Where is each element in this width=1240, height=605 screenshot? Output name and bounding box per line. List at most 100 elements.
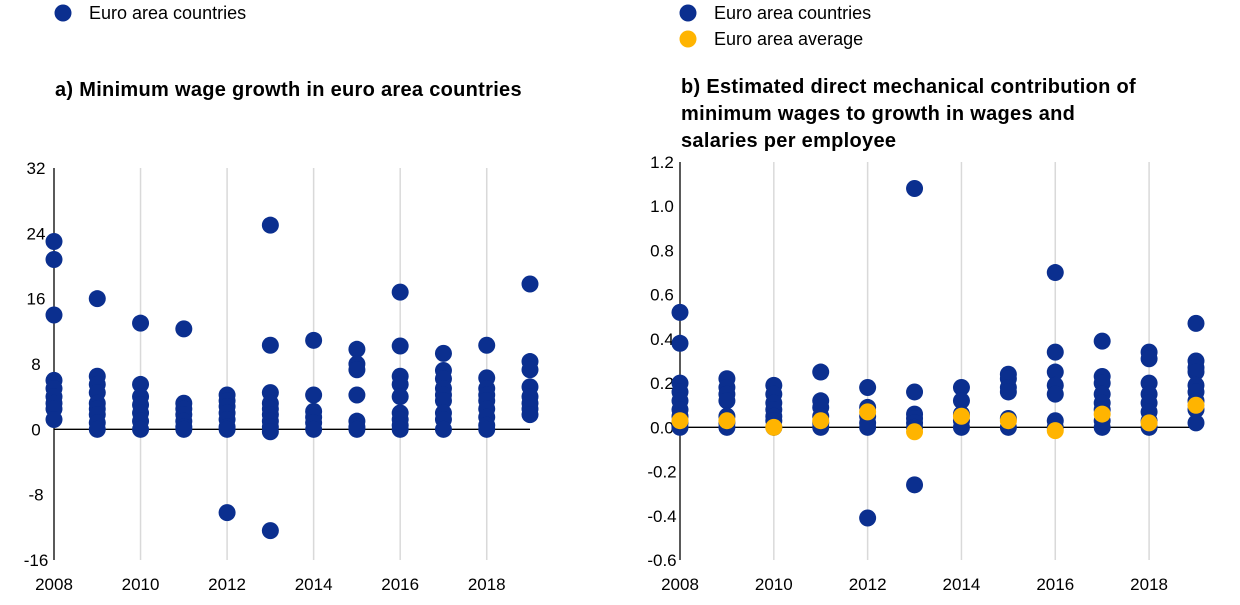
data-point-countries bbox=[859, 379, 877, 397]
data-point-countries bbox=[305, 331, 323, 349]
data-point-countries bbox=[261, 423, 279, 441]
data-point-countries bbox=[521, 361, 539, 379]
chart-title-line-1: b) Estimated direct mechanical contribut… bbox=[681, 76, 1136, 98]
data-point-average bbox=[1093, 405, 1111, 423]
data-point-countries bbox=[1140, 350, 1158, 368]
y-tick-label: 32 bbox=[27, 159, 46, 178]
data-point-countries bbox=[671, 334, 689, 352]
data-point-countries bbox=[999, 383, 1017, 401]
data-point-countries bbox=[812, 363, 830, 381]
legend-marker-average bbox=[679, 30, 697, 48]
data-point-countries bbox=[45, 306, 63, 324]
data-point-countries bbox=[348, 361, 366, 379]
y-tick-label: 0.6 bbox=[650, 286, 674, 305]
data-point-countries bbox=[261, 522, 279, 540]
y-tick-label: -8 bbox=[28, 486, 43, 505]
data-point-countries bbox=[859, 418, 877, 436]
data-point-countries bbox=[132, 314, 150, 332]
y-tick-label: 0.4 bbox=[650, 330, 674, 349]
x-tick-label: 2012 bbox=[208, 575, 246, 594]
legend-label-countries: Euro area countries bbox=[89, 3, 246, 23]
panel-a: Euro area countries a) Minimum wage growt… bbox=[24, 3, 539, 594]
x-tick-label: 2014 bbox=[295, 575, 333, 594]
data-point-countries bbox=[952, 392, 970, 410]
data-point-countries bbox=[391, 388, 409, 406]
data-point-countries bbox=[952, 379, 970, 397]
legend-label-average: Euro area average bbox=[714, 29, 863, 49]
data-point-average bbox=[765, 418, 783, 436]
data-point-countries bbox=[261, 336, 279, 354]
legend-marker-countries bbox=[54, 4, 72, 22]
y-tick-label: 0 bbox=[31, 420, 40, 439]
y-tick-label: 1.2 bbox=[650, 153, 674, 172]
data-point-countries bbox=[348, 420, 366, 438]
data-point-countries bbox=[218, 504, 236, 522]
data-point-average bbox=[999, 412, 1017, 430]
data-point-countries bbox=[718, 392, 736, 410]
y-tick-label: -0.6 bbox=[647, 551, 676, 570]
data-point-countries bbox=[434, 344, 452, 362]
y-tick-label: 16 bbox=[27, 290, 46, 309]
chart-title-line-1: a) Minimum wage growth in euro area coun… bbox=[55, 79, 522, 101]
y-tick-label: 0.2 bbox=[650, 374, 674, 393]
data-point-average bbox=[1046, 422, 1064, 440]
chart-title-line-3: salaries per employee bbox=[681, 130, 896, 152]
data-point-countries bbox=[1187, 314, 1205, 332]
data-point-countries bbox=[348, 340, 366, 358]
data-point-countries bbox=[348, 386, 366, 404]
data-point-countries bbox=[175, 320, 193, 338]
data-point-countries bbox=[391, 337, 409, 355]
data-point-countries bbox=[218, 420, 236, 438]
data-point-countries bbox=[1187, 363, 1205, 381]
x-tick-label: 2008 bbox=[661, 575, 699, 594]
data-point-countries bbox=[88, 290, 106, 308]
y-tick-label: -0.2 bbox=[647, 463, 676, 482]
data-point-countries bbox=[1046, 363, 1064, 381]
data-point-countries bbox=[906, 180, 924, 198]
data-point-countries bbox=[434, 392, 452, 410]
data-point-average bbox=[671, 412, 689, 430]
data-point-countries bbox=[132, 375, 150, 393]
y-tick-label: -0.4 bbox=[647, 507, 676, 526]
data-point-average bbox=[906, 423, 924, 441]
data-point-average bbox=[1187, 396, 1205, 414]
data-point-countries bbox=[859, 509, 877, 527]
x-tick-label: 2010 bbox=[755, 575, 793, 594]
x-tick-label: 2012 bbox=[849, 575, 887, 594]
data-point-countries bbox=[1187, 414, 1205, 432]
y-tick-label: 0.0 bbox=[650, 418, 674, 437]
data-point-countries bbox=[434, 420, 452, 438]
data-point-countries bbox=[906, 476, 924, 494]
x-tick-label: 2014 bbox=[943, 575, 981, 594]
data-point-average bbox=[859, 403, 877, 421]
legend-label-countries: Euro area countries bbox=[714, 3, 871, 23]
panel-b: Euro area countries Euro area average b) E… bbox=[647, 3, 1205, 594]
data-point-countries bbox=[478, 336, 496, 354]
data-point-average bbox=[718, 412, 736, 430]
y-tick-label: 1.0 bbox=[650, 197, 674, 216]
data-point-countries bbox=[478, 420, 496, 438]
y-tick-label: 24 bbox=[27, 224, 46, 243]
data-point-countries bbox=[175, 420, 193, 438]
x-tick-label: 2008 bbox=[35, 575, 73, 594]
data-point-countries bbox=[391, 375, 409, 393]
x-tick-label: 2018 bbox=[1130, 575, 1168, 594]
data-point-countries bbox=[391, 283, 409, 301]
data-point-countries bbox=[261, 216, 279, 234]
data-point-countries bbox=[88, 420, 106, 438]
data-point-countries bbox=[45, 411, 63, 429]
data-point-countries bbox=[305, 386, 323, 404]
data-point-countries bbox=[521, 406, 539, 424]
data-point-countries bbox=[305, 420, 323, 438]
data-point-average bbox=[812, 412, 830, 430]
data-point-countries bbox=[132, 420, 150, 438]
data-point-countries bbox=[391, 420, 409, 438]
data-point-countries bbox=[45, 233, 63, 250]
data-point-countries bbox=[1046, 343, 1064, 361]
data-point-countries bbox=[1046, 385, 1064, 403]
x-tick-label: 2016 bbox=[381, 575, 419, 594]
data-point-countries bbox=[1093, 332, 1111, 350]
data-point-countries bbox=[521, 275, 539, 293]
data-point-countries bbox=[1093, 418, 1111, 436]
